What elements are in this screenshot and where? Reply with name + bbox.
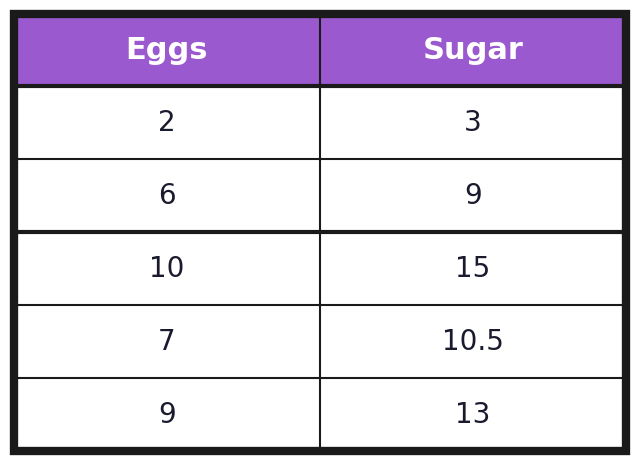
Bar bbox=[320, 14, 626, 86]
Bar bbox=[320, 378, 626, 451]
Text: 13: 13 bbox=[455, 400, 491, 429]
Bar bbox=[320, 159, 626, 232]
Bar bbox=[14, 14, 320, 86]
Text: 15: 15 bbox=[456, 254, 491, 283]
Text: 3: 3 bbox=[464, 109, 482, 137]
Text: Eggs: Eggs bbox=[125, 35, 208, 65]
Text: 9: 9 bbox=[158, 400, 176, 429]
Bar bbox=[14, 305, 320, 378]
Bar bbox=[14, 232, 320, 305]
Text: Sugar: Sugar bbox=[422, 35, 524, 65]
Bar bbox=[14, 86, 320, 159]
Bar bbox=[14, 159, 320, 232]
Bar bbox=[320, 86, 626, 159]
Text: 9: 9 bbox=[464, 181, 482, 210]
Bar bbox=[320, 305, 626, 378]
Text: 6: 6 bbox=[158, 181, 176, 210]
Bar bbox=[14, 378, 320, 451]
Text: 2: 2 bbox=[158, 109, 176, 137]
Bar bbox=[320, 232, 626, 305]
Text: 10: 10 bbox=[149, 254, 185, 283]
Text: 7: 7 bbox=[158, 327, 176, 356]
Text: 10.5: 10.5 bbox=[442, 327, 504, 356]
